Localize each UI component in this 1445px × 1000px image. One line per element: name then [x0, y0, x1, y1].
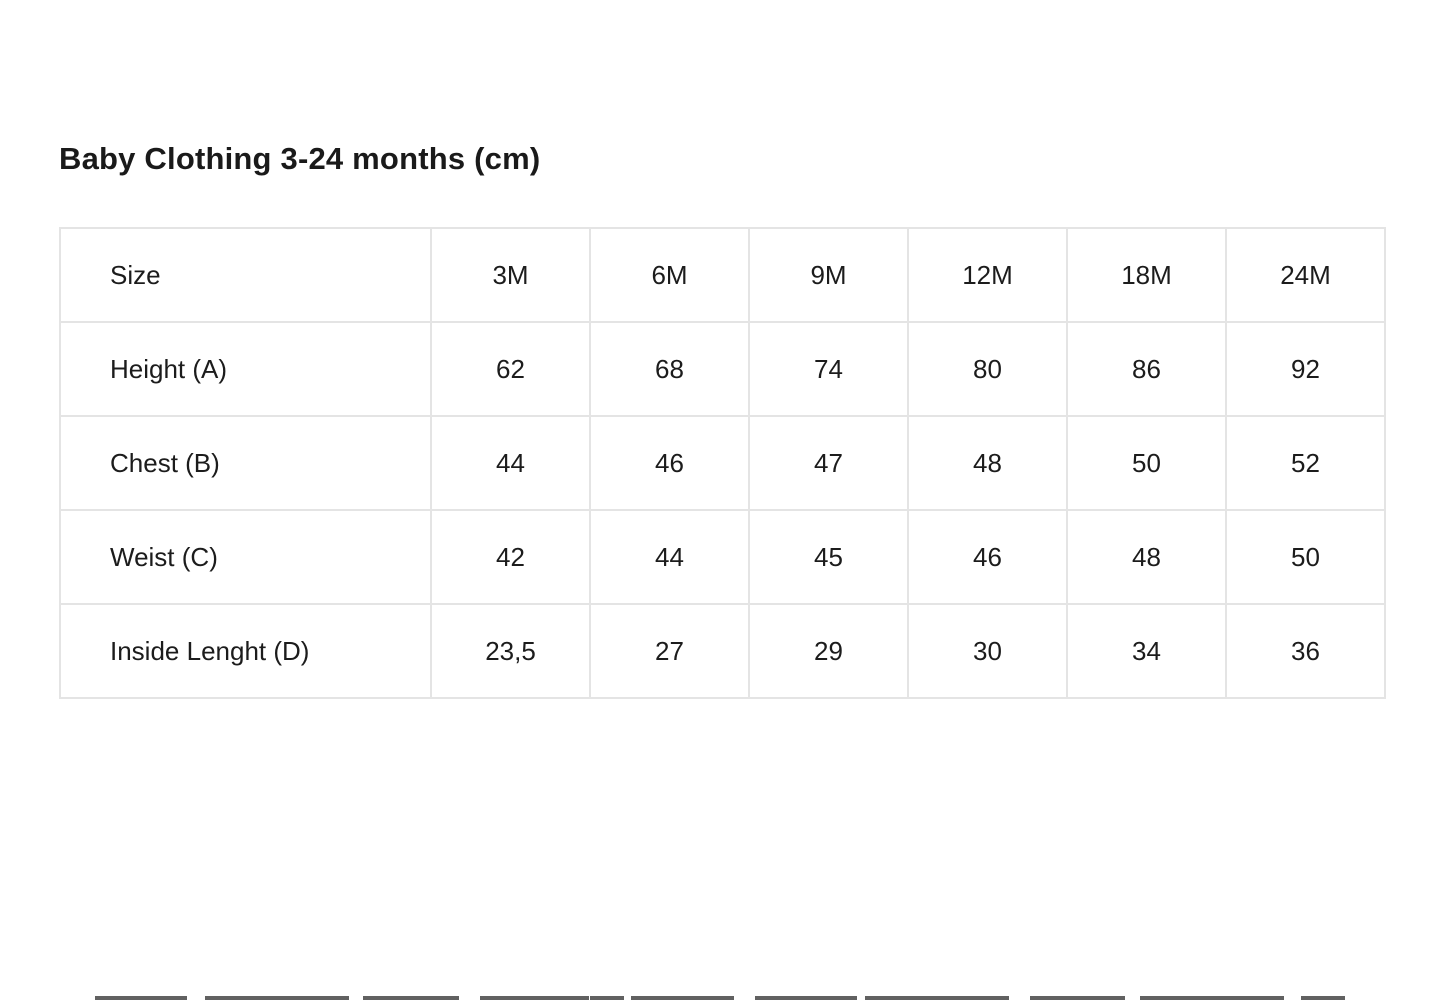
header-cell-9m: 9M [748, 227, 909, 323]
header-cell-size: Size [59, 227, 432, 323]
value-cell: 44 [589, 509, 750, 605]
table-row-inside-lenght: Inside Lenght (D) 23,5 27 29 30 34 36 [59, 603, 1386, 699]
table-row-height: Height (A) 62 68 74 80 86 92 [59, 321, 1386, 417]
row-label-height: Height (A) [59, 321, 432, 417]
value-cell: 46 [907, 509, 1068, 605]
header-cell-3m: 3M [430, 227, 591, 323]
value-cell: 50 [1066, 415, 1227, 511]
header-cell-6m: 6M [589, 227, 750, 323]
value-cell: 50 [1225, 509, 1386, 605]
row-label-chest: Chest (B) [59, 415, 432, 511]
value-cell: 42 [430, 509, 591, 605]
value-cell: 74 [748, 321, 909, 417]
value-cell: 48 [1066, 509, 1227, 605]
value-cell: 45 [748, 509, 909, 605]
table-header-row: Size 3M 6M 9M 12M 18M 24M [59, 227, 1386, 323]
header-cell-24m: 24M [1225, 227, 1386, 323]
cutoff-text-top-strip [95, 996, 1345, 1000]
header-cell-12m: 12M [907, 227, 1068, 323]
value-cell: 46 [589, 415, 750, 511]
size-guide-page: Baby Clothing 3-24 months (cm) Size 3M 6… [0, 140, 1445, 699]
row-label-inside-lenght: Inside Lenght (D) [59, 603, 432, 699]
header-cell-18m: 18M [1066, 227, 1227, 323]
value-cell: 29 [748, 603, 909, 699]
value-cell: 48 [907, 415, 1068, 511]
value-cell: 52 [1225, 415, 1386, 511]
value-cell: 80 [907, 321, 1068, 417]
value-cell: 47 [748, 415, 909, 511]
value-cell: 27 [589, 603, 750, 699]
value-cell: 62 [430, 321, 591, 417]
value-cell: 36 [1225, 603, 1386, 699]
value-cell: 23,5 [430, 603, 591, 699]
value-cell: 30 [907, 603, 1068, 699]
table-row-chest: Chest (B) 44 46 47 48 50 52 [59, 415, 1386, 511]
value-cell: 34 [1066, 603, 1227, 699]
value-cell: 44 [430, 415, 591, 511]
value-cell: 68 [589, 321, 750, 417]
table-row-weist: Weist (C) 42 44 45 46 48 50 [59, 509, 1386, 605]
row-label-weist: Weist (C) [59, 509, 432, 605]
value-cell: 86 [1066, 321, 1227, 417]
size-chart-table: Size 3M 6M 9M 12M 18M 24M Height (A) 62 … [59, 227, 1386, 699]
page-title: Baby Clothing 3-24 months (cm) [59, 141, 541, 176]
value-cell: 92 [1225, 321, 1386, 417]
